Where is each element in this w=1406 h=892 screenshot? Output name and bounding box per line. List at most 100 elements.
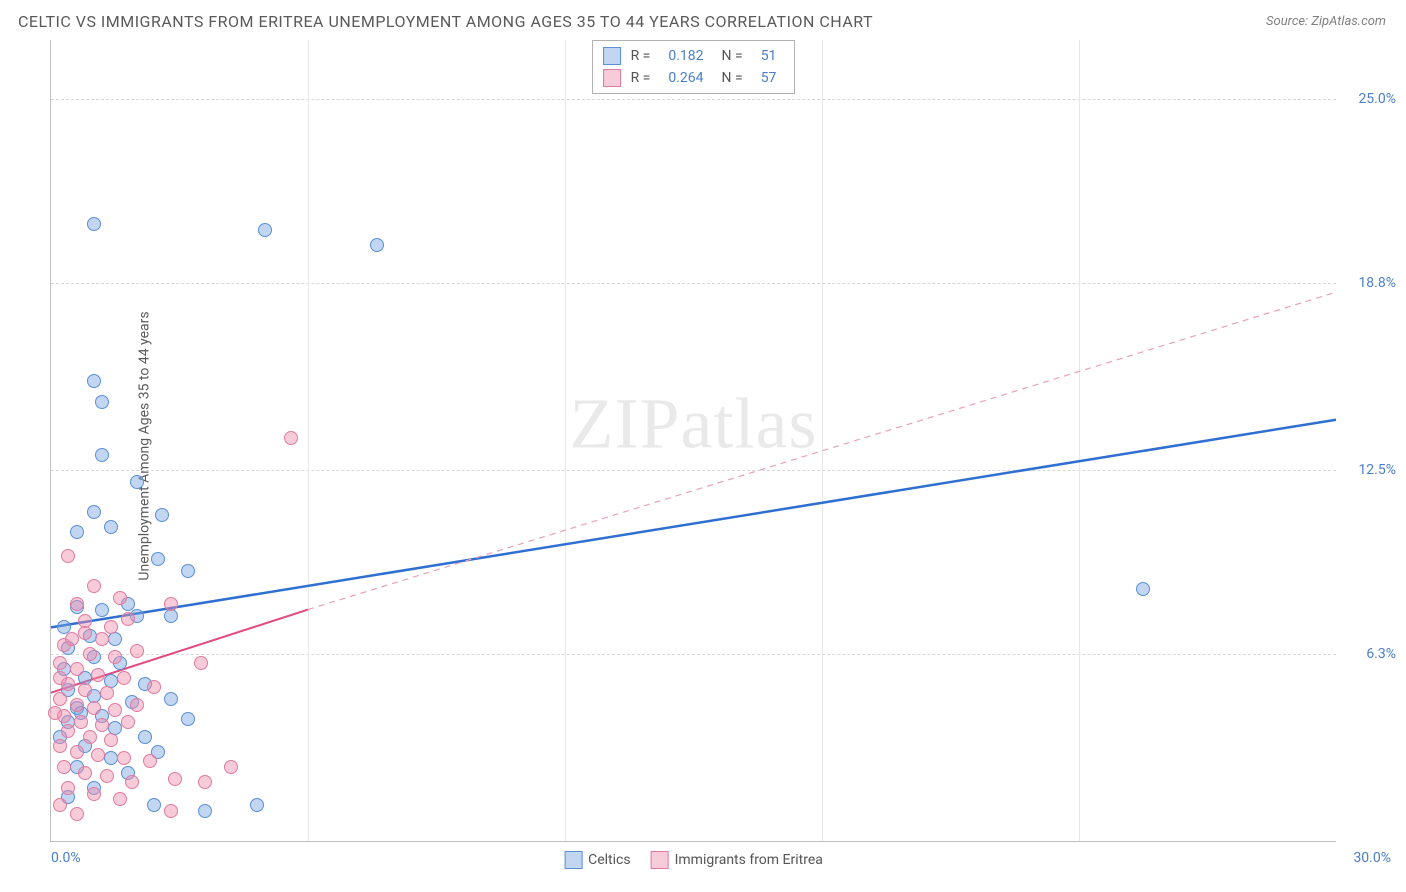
gridline-h (51, 283, 1336, 284)
data-point (61, 781, 75, 795)
data-point (117, 751, 131, 765)
data-point (95, 395, 109, 409)
data-point (87, 217, 101, 231)
data-point (151, 552, 165, 566)
gridline-v (308, 40, 309, 841)
data-point (83, 730, 97, 744)
data-point (91, 668, 105, 682)
legend-r-value: 0.182 (668, 48, 703, 64)
gridline-h (51, 654, 1336, 655)
trend-lines (51, 40, 1336, 841)
data-point (113, 591, 127, 605)
data-point (168, 772, 182, 786)
y-tick-label: 18.8% (1358, 275, 1396, 291)
data-point (198, 804, 212, 818)
legend-swatch (651, 851, 669, 869)
legend-swatch (603, 47, 621, 65)
data-point (121, 715, 135, 729)
data-point (155, 508, 169, 522)
data-point (224, 760, 238, 774)
data-point (87, 787, 101, 801)
chart-title: CELTIC VS IMMIGRANTS FROM ERITREA UNEMPL… (18, 12, 873, 31)
data-point (121, 612, 135, 626)
legend-n-label: N = (722, 48, 743, 64)
data-point (95, 632, 109, 646)
bottom-legend: Celtics Immigrants from Eritrea (564, 851, 823, 869)
legend-r-label: R = (631, 48, 651, 64)
y-tick-label: 6.3% (1366, 646, 1396, 662)
data-point (181, 712, 195, 726)
data-point (130, 698, 144, 712)
data-point (61, 549, 75, 563)
data-point (164, 597, 178, 611)
data-point (125, 775, 139, 789)
data-point (61, 724, 75, 738)
legend-stats-row: R =0.182N =51 (603, 45, 785, 67)
data-point (100, 769, 114, 783)
data-point (117, 671, 131, 685)
data-point (70, 807, 84, 821)
data-point (87, 579, 101, 593)
data-point (53, 671, 67, 685)
data-point (104, 620, 118, 634)
legend-stats-box: R =0.182N =51R =0.264N =57 (592, 40, 796, 94)
legend-r-value: 0.264 (668, 70, 703, 86)
legend-label: Celtics (588, 852, 630, 868)
data-point (65, 632, 79, 646)
data-point (198, 775, 212, 789)
data-point (164, 692, 178, 706)
scatter-chart: ZIPatlas R =0.182N =51R =0.264N =57 0.0%… (50, 40, 1336, 842)
data-point (1136, 582, 1150, 596)
data-point (108, 703, 122, 717)
data-point (95, 448, 109, 462)
legend-label: Immigrants from Eritrea (675, 852, 823, 868)
y-tick-label: 25.0% (1358, 91, 1396, 107)
gridline-v (822, 40, 823, 841)
data-point (147, 798, 161, 812)
trend-line (51, 420, 1336, 628)
data-point (143, 754, 157, 768)
data-point (95, 718, 109, 732)
data-point (164, 804, 178, 818)
data-point (74, 715, 88, 729)
legend-n-label: N = (722, 70, 743, 86)
data-point (87, 374, 101, 388)
legend-r-label: R = (631, 70, 651, 86)
data-point (78, 766, 92, 780)
gridline-h (51, 99, 1336, 100)
data-point (370, 238, 384, 252)
data-point (194, 656, 208, 670)
data-point (104, 520, 118, 534)
data-point (147, 680, 161, 694)
legend-swatch (564, 851, 582, 869)
data-point (91, 748, 105, 762)
data-point (100, 686, 114, 700)
data-point (70, 745, 84, 759)
data-point (53, 798, 67, 812)
data-point (113, 792, 127, 806)
gridline-v (565, 40, 566, 841)
data-point (53, 739, 67, 753)
data-point (70, 698, 84, 712)
legend-swatch (603, 69, 621, 87)
data-point (78, 614, 92, 628)
data-point (250, 798, 264, 812)
data-point (130, 644, 144, 658)
gridline-h (51, 470, 1336, 471)
bottom-legend-item: Immigrants from Eritrea (651, 851, 823, 869)
data-point (138, 730, 152, 744)
gridline-v (1079, 40, 1080, 841)
legend-stats-row: R = 0.264 N = 57 (603, 67, 785, 89)
data-point (181, 564, 195, 578)
data-point (83, 647, 97, 661)
data-point (70, 662, 84, 676)
data-point (87, 505, 101, 519)
data-point (95, 603, 109, 617)
legend-n-value: 57 (761, 70, 777, 86)
data-point (70, 597, 84, 611)
x-axis-max: 30.0% (1353, 850, 1391, 866)
y-tick-label: 12.5% (1358, 462, 1396, 478)
data-point (48, 706, 62, 720)
data-point (284, 431, 298, 445)
data-point (104, 733, 118, 747)
